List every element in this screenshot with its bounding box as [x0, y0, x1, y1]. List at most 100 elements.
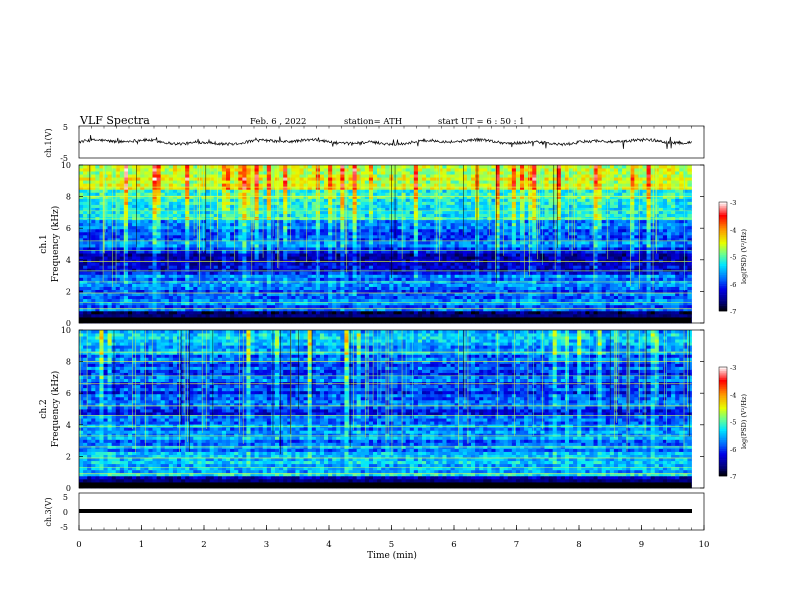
ch1-spectrogram-cell — [409, 250, 415, 254]
ch1-spectrogram-cell — [626, 274, 631, 278]
ch1-spectrogram-cell — [532, 295, 537, 300]
ch1-spectrogram-cell — [279, 231, 284, 236]
ch1-spectrogram-cell — [658, 234, 664, 239]
ch1-spectrogram-cell — [128, 301, 133, 306]
ch1-spectrogram-cell — [270, 289, 276, 294]
ch1-spectrogram-cell — [246, 295, 251, 300]
ch1-spectrogram-cell — [168, 222, 174, 227]
ch1-spectrogram-cell — [589, 304, 594, 309]
ch1-spectrogram-cell — [185, 240, 190, 245]
ch1-spectrogram-cell — [140, 286, 145, 290]
ch1-spectrogram-cell — [675, 256, 680, 260]
ch1-spectrogram-cell — [601, 265, 607, 269]
ch1-spectrogram-cell — [168, 301, 174, 306]
ch1-spectrogram-cell — [197, 310, 202, 315]
ch1-spectrogram-cell — [270, 234, 276, 239]
ch1-spectrogram-cell — [487, 295, 492, 300]
ch1-spectrogram-cell — [675, 244, 680, 248]
ch1-spectrogram-cell — [687, 307, 692, 312]
ch1-spectrogram-cell — [213, 222, 219, 227]
ch1-spectrogram-cell — [687, 298, 692, 303]
ch1-spectrogram-cell — [585, 231, 590, 236]
ch1-spectrogram-cell — [295, 295, 300, 300]
ch1-spectrogram-cell — [311, 313, 317, 318]
ch1-spectrogram-cell — [119, 253, 125, 257]
ch1-spectrogram-cell — [197, 295, 202, 300]
ch1-spectrogram-cell — [242, 298, 247, 303]
ch1-spectrogram-cell — [79, 271, 84, 275]
ch1-spectrogram-cell — [409, 313, 415, 318]
ch1-spectrogram-cell — [140, 301, 145, 306]
ch1-spectrogram-cell — [136, 274, 141, 278]
ch1-spectrogram-cell — [671, 313, 676, 318]
ch1-spectrogram-cell — [593, 274, 598, 278]
ch1-spectrogram-cell — [601, 228, 607, 233]
ch1-spectrogram-cell — [556, 304, 562, 309]
ch1-spectrogram-cell — [364, 307, 370, 312]
ch1-spectrogram-cell — [585, 283, 590, 287]
ch1-spectrogram-cell — [95, 237, 100, 242]
ch1-spectrogram-cell — [642, 304, 647, 309]
ch1-spectrogram-cell — [250, 247, 255, 251]
ch1-spectrogram-cell — [462, 310, 468, 315]
ch1-spectrogram-cell — [675, 250, 680, 254]
ch1-spectrogram-cell — [132, 301, 137, 306]
ch1-spectrogram-cell — [319, 310, 325, 315]
ch1-spectrogram-cell — [499, 289, 505, 294]
ch1-spectrogram-cell — [417, 274, 423, 278]
ch1-spectrogram-cell — [511, 301, 517, 306]
ch1-spectrogram-cell — [107, 262, 113, 266]
ch1-spectrogram-cell — [438, 283, 443, 287]
ch1-spectrogram-cell — [226, 298, 231, 303]
ch1-spectrogram-cell — [573, 286, 578, 290]
ch1-spectrogram-cell — [638, 289, 643, 294]
ch1-spectrogram-cell — [426, 250, 431, 254]
ch1-spectrogram-cell — [548, 274, 554, 278]
ch1-spectrogram-cell — [487, 228, 492, 233]
ch1-spectrogram-cell — [634, 256, 639, 260]
ch1-spectrogram-cell — [144, 259, 149, 263]
ch1-spectrogram-cell — [671, 228, 676, 233]
ch1-spectrogram-cell — [515, 256, 521, 260]
ch1-spectrogram-cell — [446, 237, 451, 242]
ch1-spectrogram-cell — [667, 307, 672, 312]
ch1-spectrogram-cell — [495, 277, 500, 281]
ch1-spectrogram-cell — [393, 250, 398, 254]
ch1-spectrogram-cell — [601, 292, 607, 297]
ch1-spectrogram-cell — [638, 304, 643, 309]
ch1-spectrogram-cell — [348, 265, 353, 269]
ch1-spectrogram-cell — [548, 268, 554, 272]
ch1-spectrogram-cell — [115, 268, 121, 272]
ch1-spectrogram-cell — [479, 304, 484, 309]
ch1-spectrogram-cell — [177, 283, 182, 287]
ch1-spectrogram-cell — [405, 231, 411, 236]
ch1-spectrogram-cell — [544, 244, 549, 248]
ch1-spectrogram-cell — [217, 219, 223, 224]
ch1-spectrogram-cell — [511, 304, 517, 309]
ch1-spectrogram-cell — [123, 310, 129, 315]
ch1-spectrogram-cell — [242, 247, 247, 251]
ch1-spectrogram-cell — [99, 234, 104, 239]
ch1-spectrogram-cell — [507, 250, 513, 254]
ch1-spectrogram-cell — [430, 310, 435, 315]
ch1-spectrogram-cell — [177, 295, 182, 300]
ch1-spectrogram-cell — [238, 225, 243, 230]
ch1-spectrogram-cell — [577, 304, 582, 309]
ch1-spectrogram-cell — [618, 304, 623, 309]
ch1-spectrogram-cell — [132, 271, 137, 275]
ch1-spectrogram-cell — [160, 228, 166, 233]
ch1-spectrogram-cell — [152, 274, 157, 278]
ch1-spectrogram-cell — [458, 268, 464, 272]
ch1-spectrogram-cell — [132, 277, 137, 281]
ch1-spectrogram-cell — [181, 295, 186, 300]
ch1-spectrogram-cell — [205, 274, 211, 278]
ch1-spectrogram-cell — [536, 271, 541, 275]
ch1-spectrogram-cell — [609, 310, 615, 315]
ch1-spectrogram-cell — [483, 271, 488, 275]
ch1-spectrogram-cell — [336, 283, 341, 287]
ch1-spectrogram-cell — [487, 259, 492, 263]
ch1-spectrogram-cell — [87, 231, 92, 236]
ch1-spectrogram-cell — [401, 310, 407, 315]
ch1-spectrogram-cell — [319, 244, 325, 248]
ch1-spectrogram-cell — [336, 307, 341, 312]
